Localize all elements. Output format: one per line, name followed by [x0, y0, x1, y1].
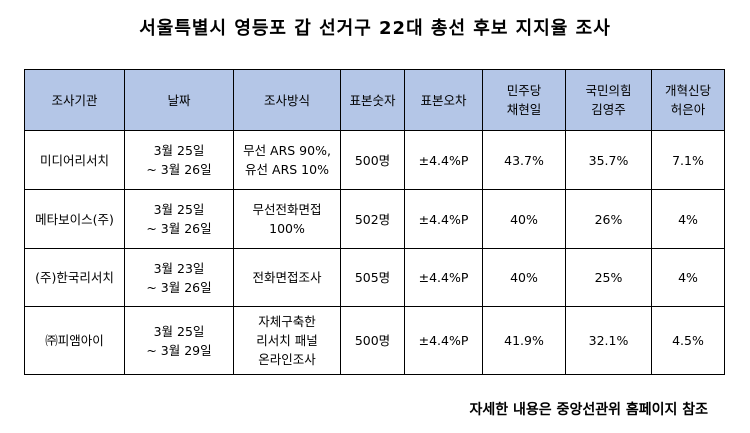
dem-support-cell: 40%	[482, 248, 566, 307]
dem-support-cell: 41.9%	[482, 306, 566, 375]
ppp-support-cell: 25%	[565, 248, 652, 307]
dem-support-cell: 43.7%	[482, 130, 566, 190]
date-cell: 3월 23일 ~ 3월 26일	[124, 248, 234, 307]
page-title: 서울특별시 영등포 갑 선거구 22대 총선 후보 지지율 조사	[139, 18, 611, 39]
agency-cell: ㈜피앰아이	[24, 306, 125, 375]
header-democratic-candidate: 민주당 채현일	[482, 69, 566, 131]
header-date: 날짜	[124, 69, 234, 131]
sample-cell: 502명	[340, 189, 405, 249]
header-ppp-candidate: 국민의힘 김영주	[565, 69, 652, 131]
sample-cell: 500명	[340, 130, 405, 190]
error-cell: ±4.4%P	[404, 248, 483, 307]
table-row: 메타보이스(주) 3월 25일 ~ 3월 26일 무선전화면접 100% 502…	[24, 189, 725, 249]
header-row: 조사기관 날짜 조사방식 표본숫자 표본오차 민주당 채현일 국민의힘 김영주	[24, 69, 725, 131]
poll-table: 조사기관 날짜 조사방식 표본숫자 표본오차 민주당 채현일 국민의힘 김영주	[24, 69, 725, 375]
header-method: 조사방식	[233, 69, 341, 131]
sample-cell: 500명	[340, 306, 405, 375]
reform-support-cell: 4.5%	[651, 306, 725, 375]
table-row: ㈜피앰아이 3월 25일 ~ 3월 29일 자체구축한 리서치 패널 온라인조사…	[24, 306, 725, 375]
date-cell: 3월 25일 ~ 3월 26일	[124, 189, 234, 249]
method-cell: 무선전화면접 100%	[233, 189, 341, 249]
method-cell: 자체구축한 리서치 패널 온라인조사	[233, 306, 341, 375]
table-row: 미디어리서치 3월 25일 ~ 3월 26일 무선 ARS 90%, 유선 AR…	[24, 130, 725, 190]
dem-support-cell: 40%	[482, 189, 566, 249]
method-cell: 전화면접조사	[233, 248, 341, 307]
agency-cell: 미디어리서치	[24, 130, 125, 190]
date-cell: 3월 25일 ~ 3월 29일	[124, 306, 234, 375]
sample-cell: 505명	[340, 248, 405, 307]
error-cell: ±4.4%P	[404, 130, 483, 190]
error-cell: ±4.4%P	[404, 189, 483, 249]
agency-cell: (주)한국리서치	[24, 248, 125, 307]
reform-support-cell: 4%	[651, 189, 725, 249]
date-cell: 3월 25일 ~ 3월 26일	[124, 130, 234, 190]
header-agency: 조사기관	[24, 69, 125, 131]
agency-cell: 메타보이스(주)	[24, 189, 125, 249]
ppp-support-cell: 32.1%	[565, 306, 652, 375]
error-cell: ±4.4%P	[404, 306, 483, 375]
source-footnote: 자세한 내용은 중앙선관위 홈페이지 참조	[469, 402, 708, 418]
method-cell: 무선 ARS 90%, 유선 ARS 10%	[233, 130, 341, 190]
reform-support-cell: 4%	[651, 248, 725, 307]
ppp-support-cell: 26%	[565, 189, 652, 249]
header-sample-size: 표본숫자	[340, 69, 405, 131]
table-row: (주)한국리서치 3월 23일 ~ 3월 26일 전화면접조사 505명 ±4.…	[24, 248, 725, 307]
reform-support-cell: 7.1%	[651, 130, 725, 190]
header-reform-candidate: 개혁신당 허은아	[651, 69, 725, 131]
header-margin-of-error: 표본오차	[404, 69, 483, 131]
ppp-support-cell: 35.7%	[565, 130, 652, 190]
